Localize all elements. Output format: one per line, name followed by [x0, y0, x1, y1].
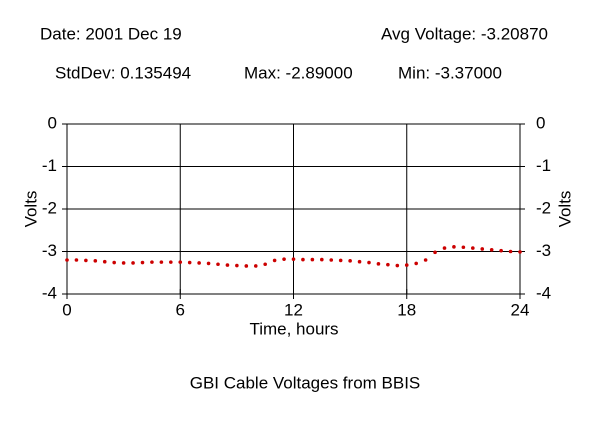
y2-tick-label: 0: [536, 113, 545, 132]
data-point: [404, 263, 409, 267]
header-date: Date: 2001 Dec 19: [40, 24, 182, 43]
data-point: [348, 259, 352, 263]
data-point: [140, 260, 145, 265]
y2-tick-label: -3: [536, 241, 551, 260]
data-point: [131, 261, 135, 265]
data-point: [471, 246, 475, 250]
data-point: [93, 259, 98, 263]
data-point: [159, 260, 164, 264]
data-point: [499, 248, 503, 253]
header-stddev: StdDev: 0.135494: [55, 63, 191, 82]
header-min: Min: -3.37000: [398, 63, 502, 82]
data-point: [518, 250, 522, 254]
data-point: [169, 260, 173, 264]
data-point: [442, 246, 447, 250]
data-point: [338, 258, 343, 263]
data-point: [433, 250, 437, 255]
data-point: [121, 261, 126, 265]
y-tick-label: -3: [42, 241, 57, 260]
data-point: [480, 247, 485, 251]
x-tick-label: 12: [284, 300, 303, 319]
data-point: [178, 260, 183, 264]
data-point: [291, 257, 296, 261]
y2-tick-label: -2: [536, 198, 551, 217]
y-axis-label: Volts: [21, 191, 40, 228]
data-point: [461, 245, 466, 250]
y-tick-label: -1: [42, 156, 57, 175]
x-tick-label: 0: [62, 300, 71, 319]
data-point: [367, 260, 371, 265]
data-point: [329, 258, 334, 262]
data-point: [84, 258, 88, 263]
data-point: [489, 248, 494, 252]
data-point: [225, 263, 230, 267]
header-avg: Avg Voltage: -3.20870: [381, 24, 548, 43]
data-point: [301, 257, 305, 262]
data-point: [272, 258, 277, 263]
data-point: [187, 260, 192, 265]
data-point: [452, 245, 456, 249]
data-point: [150, 260, 154, 264]
chart-title: GBI Cable Voltages from BBIS: [190, 373, 421, 392]
x-tick-label: 18: [397, 300, 416, 319]
data-point: [74, 258, 79, 262]
data-point: [508, 249, 513, 254]
header-max: Max: -2.89000: [244, 63, 353, 82]
data-point: [253, 264, 258, 268]
data-point: [216, 262, 220, 267]
data-point: [206, 261, 211, 266]
data-point: [197, 261, 201, 265]
data-point: [395, 263, 400, 268]
data-point: [376, 262, 381, 266]
data-point: [310, 257, 315, 262]
y2-tick-label: -1: [536, 156, 551, 175]
data-point: [65, 258, 69, 262]
x-axis-label: Time, hours: [249, 319, 338, 338]
data-point: [414, 261, 418, 266]
y2-tick-label: -4: [536, 283, 551, 302]
data-point: [282, 257, 286, 261]
y2-axis-label: Volts: [555, 191, 574, 228]
data-point: [263, 262, 267, 267]
data-point: [112, 260, 116, 265]
data-point: [386, 262, 390, 267]
y-tick-label: -2: [42, 198, 57, 217]
data-point: [102, 259, 107, 264]
data-point: [235, 263, 239, 268]
x-tick-label: 24: [511, 300, 530, 319]
y-tick-label: 0: [48, 113, 57, 132]
data-point: [423, 258, 428, 262]
data-point: [244, 264, 249, 268]
data-point: [320, 257, 324, 262]
y-tick-label: -4: [42, 283, 57, 302]
x-tick-label: 6: [176, 300, 185, 319]
data-point: [357, 259, 362, 264]
